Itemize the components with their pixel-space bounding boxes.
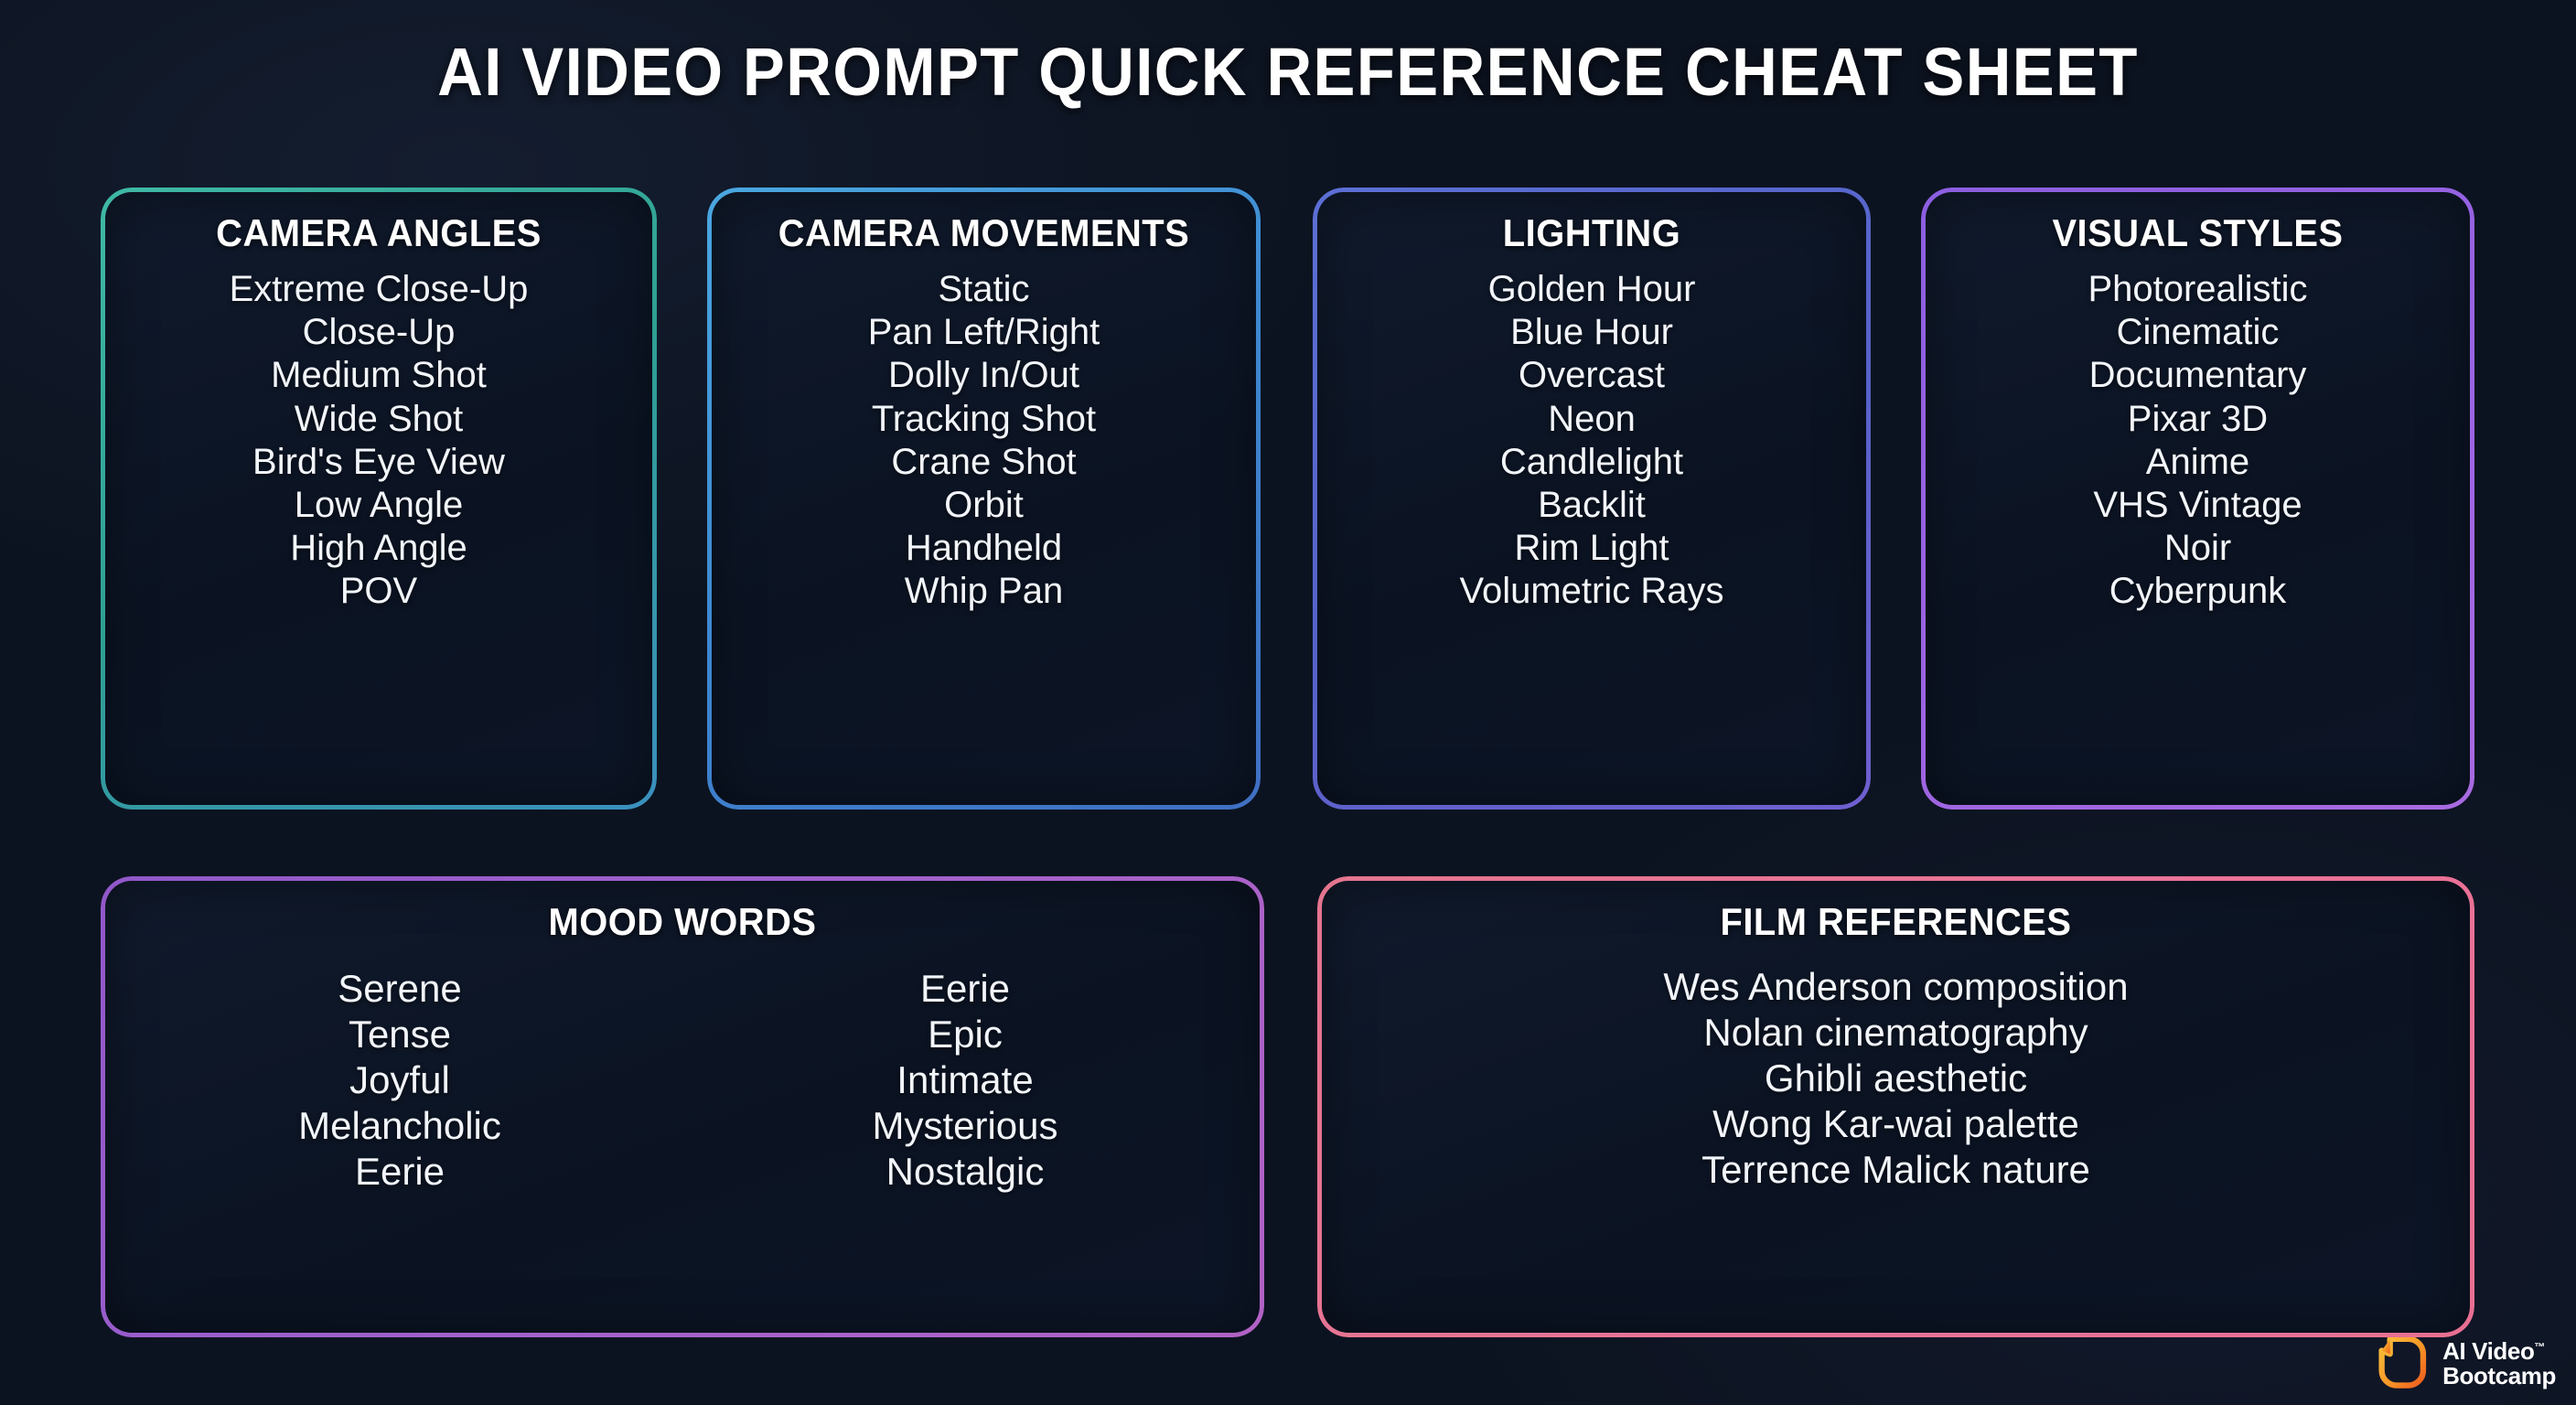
- list-item: Joyful: [349, 1057, 450, 1101]
- card-title-visual-styles: VISUAL STYLES: [2052, 211, 2344, 254]
- list-item: Wide Shot: [294, 398, 464, 439]
- card-film-references: FILM REFERENCES Wes Anderson composition…: [1317, 876, 2474, 1337]
- list-item: Pan Left/Right: [867, 312, 1100, 353]
- card-camera-movements: CAMERA MOVEMENTS Static Pan Left/Right D…: [707, 188, 1261, 810]
- list-item: Cyberpunk: [2109, 571, 2287, 612]
- list-item: Eerie: [354, 1149, 445, 1193]
- list-item: Blue Hour: [1510, 312, 1673, 353]
- list-item: Wes Anderson composition: [1663, 965, 2129, 1008]
- list-item: Anime: [2145, 441, 2250, 482]
- card-list-film-references: Wes Anderson composition Nolan cinematog…: [1334, 964, 2458, 1193]
- list-item: Documentary: [2088, 355, 2307, 396]
- list-item: Nolan cinematography: [1703, 1010, 2088, 1054]
- list-item: Neon: [1548, 398, 1636, 439]
- mood-words-column-left: Serene Tense Joyful Melancholic Eerie: [117, 966, 682, 1195]
- list-item: Photorealistic: [2088, 269, 2308, 309]
- list-item: VHS Vintage: [2093, 484, 2302, 525]
- list-item: Dolly In/Out: [888, 355, 1079, 396]
- card-title-lighting: LIGHTING: [1502, 211, 1681, 254]
- list-item: Mysterious: [872, 1103, 1058, 1147]
- card-visual-styles: VISUAL STYLES Photorealistic Cinematic D…: [1921, 188, 2474, 810]
- list-item: Orbit: [944, 484, 1024, 525]
- list-item: Backlit: [1538, 484, 1646, 525]
- list-item: Noir: [2163, 528, 2232, 569]
- list-item: High Angle: [290, 528, 467, 569]
- list-item: Extreme Close-Up: [229, 269, 529, 309]
- list-item: Tracking Shot: [871, 398, 1097, 439]
- list-item: POV: [339, 571, 418, 612]
- list-item: Melancholic: [298, 1103, 501, 1147]
- card-title-camera-movements: CAMERA MOVEMENTS: [778, 211, 1190, 254]
- card-title-camera-angles: CAMERA ANGLES: [216, 211, 542, 254]
- list-item: Static: [938, 269, 1030, 309]
- list-item: Close-Up: [302, 312, 456, 353]
- list-item: Overcast: [1518, 355, 1666, 396]
- list-item: Volumetric Rays: [1459, 571, 1724, 612]
- card-list-lighting: Golden Hour Blue Hour Overcast Neon Cand…: [1329, 268, 1854, 614]
- watermark-line-2: Bootcamp: [2442, 1362, 2556, 1389]
- watermark-text: AI Video™ Bootcamp: [2442, 1339, 2556, 1388]
- card-lighting: LIGHTING Golden Hour Blue Hour Overcast …: [1313, 188, 1871, 810]
- list-item: Candlelight: [1499, 441, 1684, 482]
- card-list-camera-movements: Static Pan Left/Right Dolly In/Out Track…: [724, 268, 1244, 614]
- watermark-logo: AI Video™ Bootcamp: [2378, 1335, 2556, 1390]
- list-item: Handheld: [905, 528, 1063, 569]
- list-item: Tense: [348, 1012, 452, 1056]
- list-item: Eerie: [919, 967, 1011, 1010]
- list-item: Medium Shot: [271, 355, 487, 396]
- list-item: Whip Pan: [904, 571, 1064, 612]
- list-item: Cinematic: [2116, 312, 2280, 353]
- list-item: Serene: [338, 967, 462, 1010]
- list-item: Low Angle: [294, 484, 464, 525]
- page-title: AI VIDEO PROMPT QUICK REFERENCE CHEAT SH…: [437, 34, 2139, 110]
- list-item: Crane Shot: [891, 441, 1077, 482]
- watermark-line-1: AI Video™: [2442, 1337, 2546, 1366]
- mood-words-columns: Serene Tense Joyful Melancholic Eerie Ee…: [117, 966, 1248, 1195]
- card-mood-words: MOOD WORDS Serene Tense Joyful Melanchol…: [101, 876, 1264, 1337]
- card-title-mood-words: MOOD WORDS: [548, 900, 817, 943]
- card-list-visual-styles: Photorealistic Cinematic Documentary Pix…: [1937, 268, 2458, 614]
- list-item: Pixar 3D: [2127, 398, 2269, 439]
- list-item: Ghibli aesthetic: [1764, 1056, 2028, 1099]
- list-item: Epic: [928, 1012, 1003, 1056]
- speech-bubble-logo-icon: [2378, 1335, 2431, 1390]
- card-title-film-references: FILM REFERENCES: [1720, 900, 2072, 943]
- list-item: Bird's Eye View: [252, 441, 505, 482]
- list-item: Rim Light: [1514, 528, 1669, 569]
- mood-words-column-right: Eerie Epic Intimate Mysterious Nostalgic: [682, 966, 1248, 1195]
- list-item: Wong Kar-wai palette: [1712, 1101, 2079, 1145]
- list-item: Golden Hour: [1487, 269, 1696, 309]
- list-item: Terrence Malick nature: [1701, 1147, 2090, 1191]
- list-item: Nostalgic: [886, 1149, 1045, 1193]
- list-item: Intimate: [896, 1057, 1034, 1101]
- card-camera-angles: CAMERA ANGLES Extreme Close-Up Close-Up …: [101, 188, 657, 810]
- card-list-camera-angles: Extreme Close-Up Close-Up Medium Shot Wi…: [117, 268, 640, 614]
